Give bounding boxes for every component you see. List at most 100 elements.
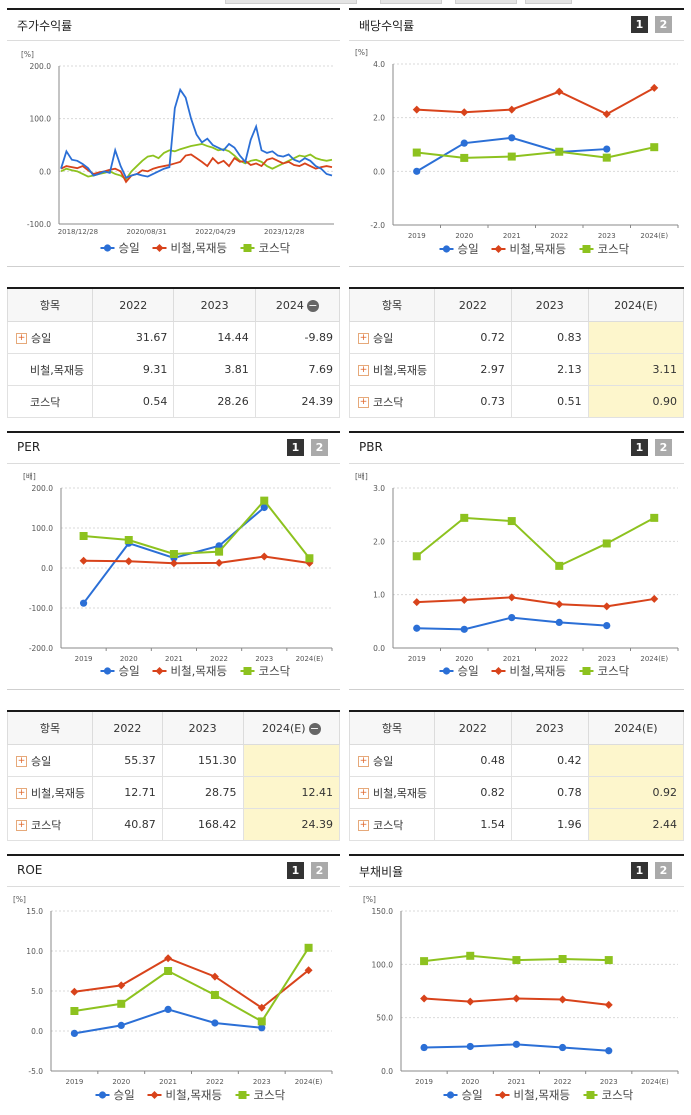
expand-icon[interactable]: + bbox=[358, 788, 369, 799]
data-point-seungil bbox=[603, 622, 611, 630]
legend-marker bbox=[243, 667, 252, 675]
row-label: + 승일 bbox=[7, 321, 93, 354]
data-point-seungil bbox=[508, 134, 516, 142]
table-cell: 0.48 bbox=[434, 744, 512, 777]
chart-page-1-button[interactable]: 1 bbox=[287, 439, 304, 456]
y-tick-label: 0.0 bbox=[373, 167, 385, 176]
dividend-yield-table: 항목 2022 2023 2024(E) + 승일 0.72 0.83 + 비철,목재등 2.97 2… bbox=[349, 287, 685, 418]
legend-label: 비철,목재등 bbox=[171, 664, 228, 678]
y-tick-label: 0.0 bbox=[31, 1027, 43, 1036]
data-point-metal-wood bbox=[412, 105, 421, 114]
data-point-kosdaq bbox=[260, 496, 269, 505]
column-header: 2024(E) bbox=[587, 287, 685, 322]
panel-title: 주가수익률 bbox=[17, 19, 73, 33]
data-point-kosdaq bbox=[604, 956, 613, 965]
data-point-seungil bbox=[603, 145, 611, 153]
table-row: + 코스닥 1.54 1.96 2.44 bbox=[349, 808, 685, 841]
expand-icon[interactable]: + bbox=[358, 397, 369, 408]
legend-label: 코스닥 bbox=[602, 1088, 634, 1102]
data-point-seungil bbox=[512, 1040, 521, 1048]
expand-icon[interactable]: + bbox=[16, 820, 27, 831]
expand-icon[interactable]: + bbox=[358, 820, 369, 831]
column-header: 2022 bbox=[434, 710, 512, 745]
series-line-kosdaq bbox=[74, 947, 310, 1023]
data-point-metal-wood bbox=[507, 593, 516, 602]
data-point-seungil bbox=[164, 1005, 172, 1013]
data-point-metal-wood bbox=[512, 994, 521, 1003]
collapse-icon[interactable]: − bbox=[306, 298, 319, 312]
data-point-kosdaq bbox=[412, 148, 421, 157]
column-header: 2022 bbox=[92, 710, 163, 745]
chart-page-1-button[interactable]: 1 bbox=[287, 862, 304, 879]
y-tick-label: 0.0 bbox=[373, 644, 385, 653]
data-point-kosdaq bbox=[304, 943, 313, 952]
data-point-kosdaq bbox=[650, 513, 659, 522]
roe-chart: [%]15.0 10.0 5.0 0.0 -5.0 2019 2020 2021 2022 202… bbox=[13, 895, 333, 1102]
y-tick-label: -2.0 bbox=[370, 221, 385, 230]
table-cell: 0.72 bbox=[434, 321, 512, 354]
x-tick-label: 2022 bbox=[210, 655, 228, 663]
x-tick-label: 2022 bbox=[550, 232, 568, 240]
expand-icon[interactable]: + bbox=[16, 788, 27, 799]
expand-icon[interactable]: + bbox=[358, 756, 369, 767]
panel-header: 부채비율 1 2 bbox=[349, 854, 684, 887]
y-tick-label: 5.0 bbox=[31, 987, 43, 996]
per-table: 항목 2022 2023 2024(E) − + 승일 55.37 151.30 + 비철,목재등 1… bbox=[7, 710, 340, 841]
legend-label: 코스닥 bbox=[598, 664, 630, 678]
column-header: 항목 bbox=[7, 710, 93, 745]
top-tab bbox=[525, 0, 572, 4]
table-cell: 168.42 bbox=[161, 808, 244, 841]
expand-icon[interactable]: + bbox=[358, 333, 369, 344]
chart-page-2-button[interactable]: 2 bbox=[311, 439, 328, 456]
row-label: + 비철,목재등 bbox=[7, 776, 93, 809]
data-point-metal-wood bbox=[555, 87, 564, 96]
top-tab bbox=[380, 0, 442, 4]
chart-page-1-button[interactable]: 1 bbox=[631, 862, 648, 879]
chart-page-2-button[interactable]: 2 bbox=[655, 16, 672, 33]
data-point-metal-wood bbox=[555, 600, 564, 609]
table-cell: 24.39 bbox=[254, 385, 341, 418]
series-line-kosdaq bbox=[83, 499, 311, 559]
table-cell: 55.37 bbox=[92, 744, 163, 777]
data-point-kosdaq bbox=[555, 561, 564, 570]
legend-marker bbox=[442, 245, 451, 253]
chart-page-2-button[interactable]: 2 bbox=[655, 439, 672, 456]
y-tick-label: 2.0 bbox=[373, 114, 385, 123]
table-cell: 2.13 bbox=[510, 353, 589, 386]
x-tick-label: 2019 bbox=[75, 655, 93, 663]
legend-label: 코스닥 bbox=[259, 241, 291, 255]
data-point-kosdaq bbox=[124, 536, 133, 544]
x-tick-label: 2024(E) bbox=[640, 655, 668, 663]
table-header-row: 항목 2022 2023 2024(E) bbox=[349, 287, 685, 322]
y-tick-label: 10.0 bbox=[26, 947, 43, 956]
panel-title: PBR bbox=[359, 440, 383, 454]
chart-page-2-button[interactable]: 2 bbox=[311, 862, 328, 879]
column-header: 2023 bbox=[173, 287, 256, 322]
legend-marker bbox=[446, 1091, 455, 1099]
table-row: 비철,목재등 9.31 3.81 7.69 bbox=[7, 353, 341, 386]
y-tick-label: 50.0 bbox=[376, 1014, 393, 1023]
x-tick-label: 2023 bbox=[253, 1078, 271, 1086]
expand-icon[interactable]: + bbox=[358, 365, 369, 376]
chart-page-1-button[interactable]: 1 bbox=[631, 16, 648, 33]
chart-page-2-button[interactable]: 2 bbox=[655, 862, 672, 879]
y-tick-label: 0.0 bbox=[39, 167, 51, 176]
data-point-metal-wood bbox=[558, 995, 567, 1004]
x-tick-label: 2019 bbox=[415, 1078, 433, 1086]
expand-icon[interactable]: + bbox=[16, 756, 27, 767]
table-cell bbox=[587, 744, 685, 777]
expand-icon[interactable]: + bbox=[16, 333, 27, 344]
series-line-kosdaq bbox=[416, 516, 655, 568]
chart-page-1-button[interactable]: 1 bbox=[631, 439, 648, 456]
legend-marker bbox=[582, 667, 591, 675]
panel-header: PER 1 2 bbox=[7, 431, 340, 464]
data-point-metal-wood bbox=[164, 954, 173, 963]
data-point-kosdaq bbox=[257, 1017, 266, 1026]
legend-label: 코스닥 bbox=[254, 1088, 286, 1102]
x-tick-label: 2020 bbox=[461, 1078, 479, 1086]
table-row: + 승일 0.48 0.42 bbox=[349, 744, 685, 777]
legend-marker bbox=[582, 245, 591, 253]
x-tick-label: 2020 bbox=[455, 655, 473, 663]
x-tick-label: 2021 bbox=[508, 1078, 526, 1086]
collapse-icon[interactable]: − bbox=[308, 721, 321, 735]
